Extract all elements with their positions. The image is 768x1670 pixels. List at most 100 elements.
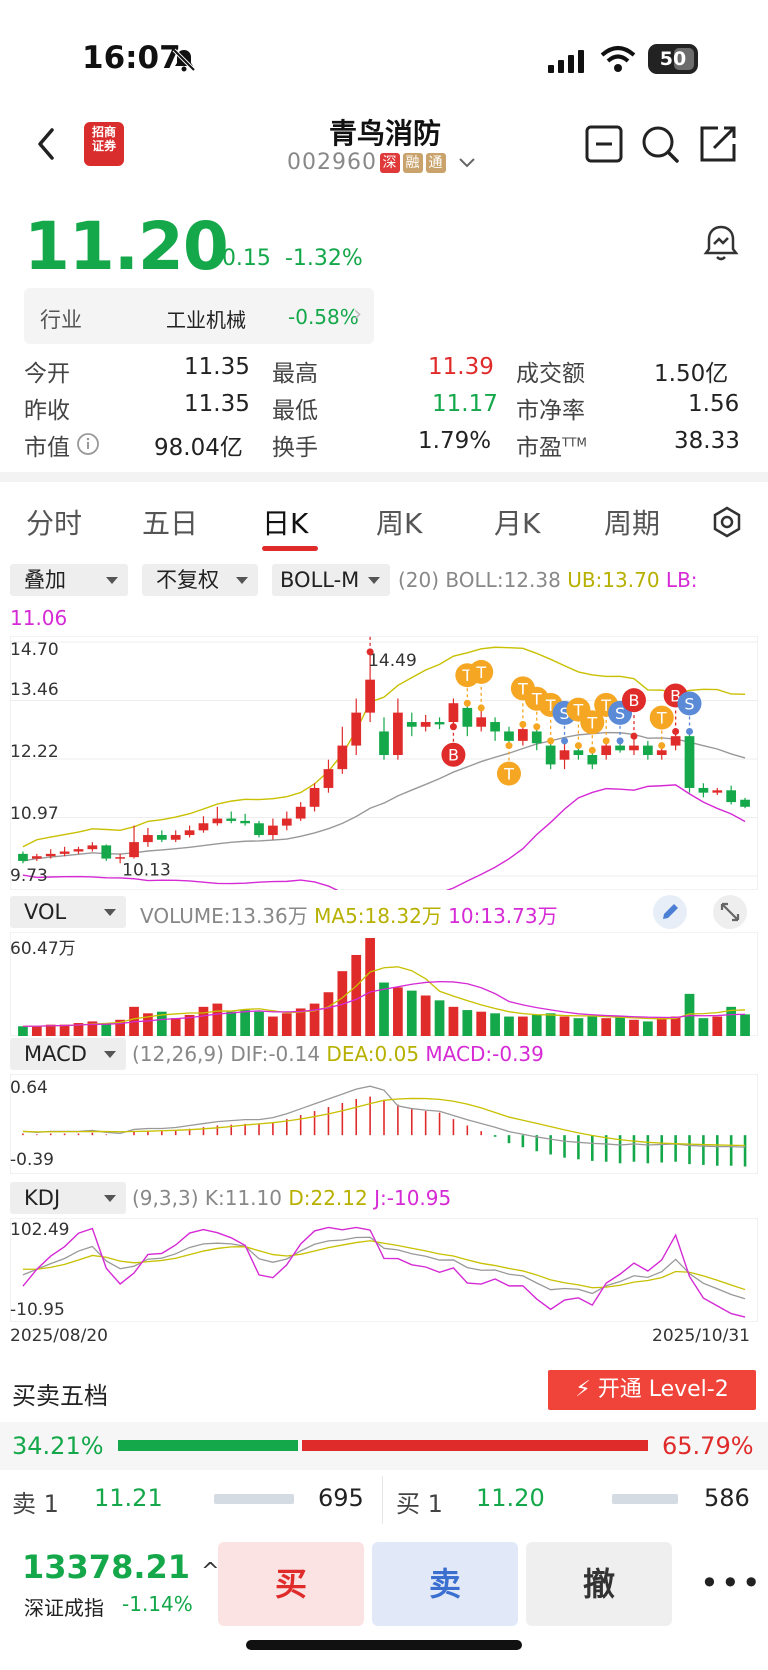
volume-bar <box>740 1014 750 1036</box>
industry-pct: -0.58% <box>288 305 359 329</box>
macd-select[interactable]: MACD <box>10 1038 126 1070</box>
candle-body <box>156 835 167 840</box>
candle-body <box>726 790 737 803</box>
signal-badge-b <box>621 688 646 713</box>
signal-dot <box>616 737 624 745</box>
candle-body <box>281 818 292 826</box>
indicator-select[interactable]: BOLL-M <box>272 564 390 596</box>
info-icon[interactable] <box>76 432 100 456</box>
candle-body <box>323 769 334 788</box>
candle-body <box>531 731 542 744</box>
candle-body <box>129 842 139 858</box>
vol-select[interactable]: VOL <box>10 896 126 928</box>
tab-monthly-k[interactable]: 月K <box>494 507 541 540</box>
y-label: 13.46 <box>10 680 59 700</box>
tab-intraday[interactable]: 分时 <box>26 507 83 540</box>
macd-bottom-label: -0.39 <box>10 1150 54 1170</box>
signal-dot <box>602 737 610 745</box>
candle-body <box>393 712 403 755</box>
period-tabs: 分时 五日 日K 周K 月K 周期 <box>0 492 768 550</box>
tab-weekly-k[interactable]: 周K <box>376 507 423 540</box>
signal-dot <box>366 648 374 656</box>
signal-dot <box>658 742 666 750</box>
signal-badge-t <box>649 705 674 730</box>
more-icon[interactable]: ••• <box>700 1564 763 1602</box>
volume-bar <box>379 982 389 1036</box>
candle-body <box>656 750 667 755</box>
volume-bar <box>156 1011 167 1036</box>
kdj-chart[interactable] <box>10 1218 758 1322</box>
price-alert-bell-icon[interactable] <box>700 222 742 264</box>
sell-ratio: 65.79% <box>662 1432 754 1460</box>
candle-body <box>198 823 209 831</box>
buy-button[interactable]: 买 <box>218 1542 364 1626</box>
macd-top-label: 0.64 <box>10 1078 48 1098</box>
adjust-select[interactable]: 不复权 <box>142 564 258 596</box>
ask1-price[interactable]: 11.21 <box>94 1484 163 1512</box>
back-arrow-icon[interactable] <box>30 124 64 164</box>
wifi-icon <box>600 46 636 72</box>
tab-period[interactable]: 周期 <box>604 507 661 540</box>
bid1-volume-bar <box>612 1494 678 1504</box>
macd-chart[interactable] <box>10 1074 758 1174</box>
kdj-bottom-label: -10.95 <box>10 1300 65 1320</box>
signal-dot <box>519 720 527 728</box>
y-label: 10.97 <box>10 804 59 824</box>
low-annotation: 10.13 <box>122 860 171 880</box>
volume-bar <box>420 995 431 1036</box>
tab-five-day[interactable]: 五日 <box>142 507 199 540</box>
volume-chart[interactable] <box>10 932 758 1036</box>
cancel-button[interactable]: 撤 <box>526 1542 672 1626</box>
y-label: 9.73 <box>10 866 48 886</box>
chart-frame <box>10 636 758 890</box>
signal-label: T <box>461 666 472 685</box>
volume-bar <box>434 1000 445 1036</box>
overlay-select[interactable]: 叠加 <box>10 564 128 596</box>
sell-button[interactable]: 卖 <box>372 1542 518 1626</box>
volume-bar <box>504 1016 514 1036</box>
share-icon[interactable] <box>698 124 738 164</box>
tab-daily-k[interactable]: 日K <box>262 507 309 540</box>
chart-settings-icon[interactable] <box>710 505 744 539</box>
bid1-volume: 586 <box>704 1484 750 1512</box>
candle-body <box>740 799 750 807</box>
kdj-select[interactable]: KDJ <box>10 1182 126 1214</box>
signal-label: T <box>531 690 542 709</box>
home-indicator <box>246 1640 522 1650</box>
signal-dot <box>505 742 513 750</box>
volume-bar <box>268 1016 278 1036</box>
boll-upper-line <box>22 646 746 848</box>
stock-name: 青鸟消防 <box>328 117 441 150</box>
dif-line <box>22 1085 746 1148</box>
candle-body <box>490 722 500 732</box>
draw-pencil-icon[interactable] <box>652 894 688 930</box>
volume-bar <box>226 1011 237 1036</box>
bid1-price[interactable]: 11.20 <box>476 1484 545 1512</box>
volume-bar <box>531 1014 542 1036</box>
industry-row[interactable]: 行业 工业机械 -0.58% › <box>24 288 374 344</box>
candle-body <box>31 856 42 859</box>
buy-ratio: 34.21% <box>12 1432 104 1460</box>
search-icon[interactable] <box>640 124 680 164</box>
volume-bar <box>365 938 375 1036</box>
signal-label: T <box>600 696 611 715</box>
candle-body <box>476 717 487 727</box>
kdj-readout: (9,3,3) K:11.10 D:22.12 J:-10.95 <box>132 1186 452 1210</box>
d-line <box>22 1240 746 1291</box>
level2-button[interactable]: ⚡ 开通 Level-2 <box>548 1370 756 1410</box>
stock-code-row[interactable]: 002960 深融通 <box>287 150 476 175</box>
minimize-icon[interactable] <box>584 124 624 164</box>
y-label: 12.22 <box>10 742 59 762</box>
bid1-label: 买 1 <box>396 1490 443 1518</box>
signal-label: S <box>615 704 625 723</box>
candle-body <box>670 736 681 746</box>
volume-bar <box>45 1024 56 1036</box>
index-value[interactable]: 13378.21 ^ <box>22 1548 220 1586</box>
signal-badge-t <box>469 659 494 684</box>
vol-readout: VOLUME:13.36万 MA5:18.32万 10:13.73万 <box>140 904 558 928</box>
signal-dot <box>574 742 582 750</box>
signal-label: T <box>517 679 528 698</box>
fullscreen-icon[interactable] <box>712 894 748 930</box>
orderbook-title: 买卖五档 <box>12 1382 108 1410</box>
